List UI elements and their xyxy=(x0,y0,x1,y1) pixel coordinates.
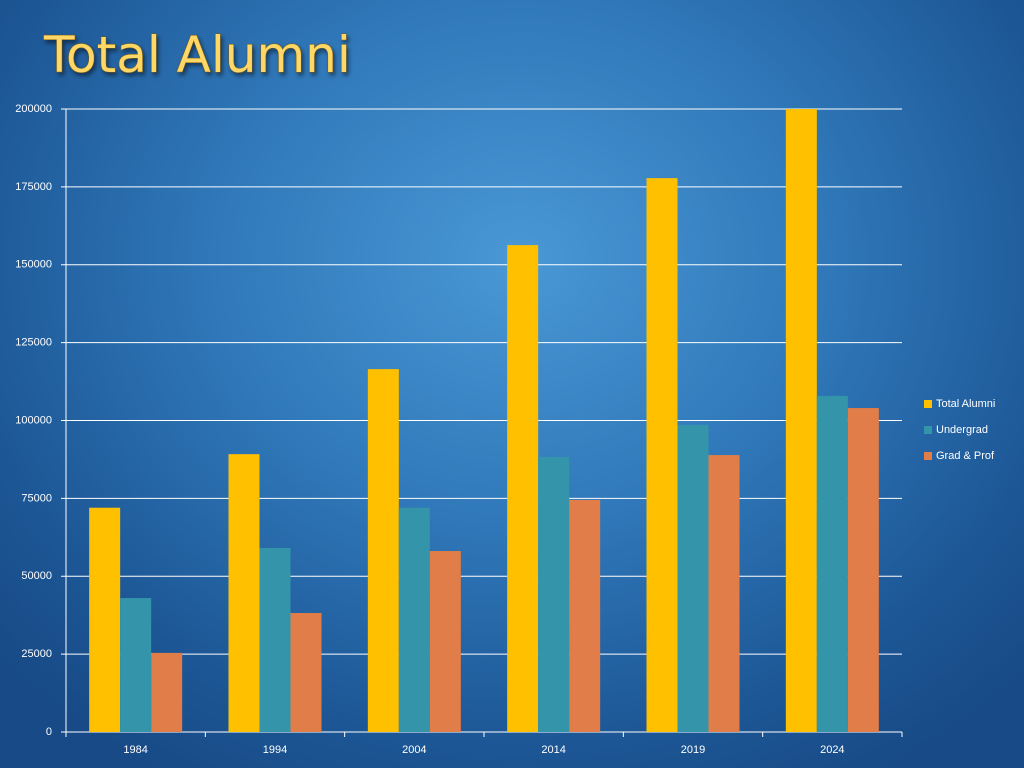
bar xyxy=(151,652,183,732)
bar xyxy=(89,507,121,732)
x-tick-label: 1984 xyxy=(123,744,147,756)
legend-label: Grad & Prof xyxy=(936,450,995,462)
bar xyxy=(708,455,740,732)
legend-swatch xyxy=(924,426,932,434)
x-tick-label: 2024 xyxy=(820,744,844,756)
y-tick-label: 175000 xyxy=(15,181,52,193)
bar xyxy=(429,551,461,732)
bar xyxy=(398,507,430,732)
y-tick-label: 25000 xyxy=(21,648,52,660)
bar xyxy=(538,456,570,732)
bar xyxy=(259,547,291,732)
bar xyxy=(228,454,260,732)
chart-title: Total Alumni xyxy=(43,26,351,84)
legend-swatch xyxy=(924,452,932,460)
y-tick-label: 100000 xyxy=(15,414,52,426)
bar xyxy=(816,395,848,732)
bar xyxy=(367,369,399,732)
legend-swatch xyxy=(924,400,932,408)
legend-label: Total Alumni xyxy=(936,398,995,410)
x-tick-label: 2004 xyxy=(402,744,426,756)
y-tick-label: 0 xyxy=(46,726,52,738)
bar xyxy=(507,245,539,733)
bar xyxy=(677,424,709,732)
bar xyxy=(120,598,152,732)
x-tick-label: 2019 xyxy=(681,744,705,756)
y-tick-label: 75000 xyxy=(21,492,52,504)
bar xyxy=(847,408,879,732)
y-tick-label: 50000 xyxy=(21,570,52,582)
bar xyxy=(785,109,817,732)
y-tick-label: 150000 xyxy=(15,259,52,271)
bar xyxy=(290,613,322,732)
bar xyxy=(646,178,678,732)
y-tick-label: 200000 xyxy=(15,103,52,115)
x-tick-label: 2014 xyxy=(541,744,565,756)
x-tick-label: 1994 xyxy=(263,744,287,756)
bar xyxy=(569,499,601,732)
y-tick-label: 125000 xyxy=(15,337,52,349)
legend-label: Undergrad xyxy=(936,424,988,436)
